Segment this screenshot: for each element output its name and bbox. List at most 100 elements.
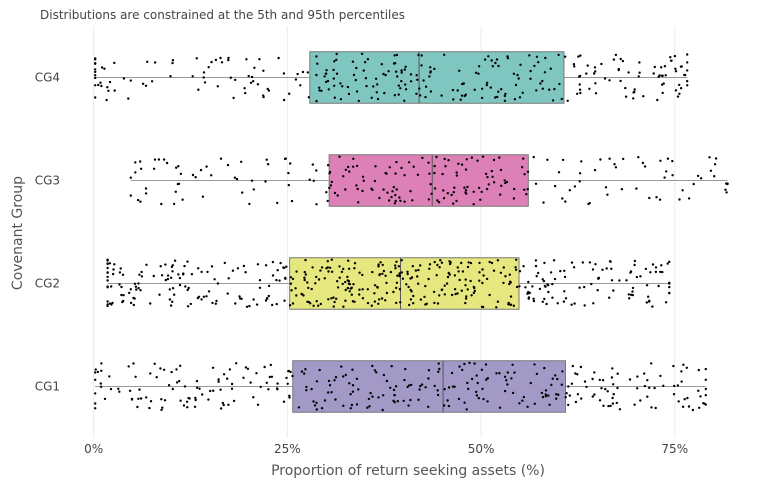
data-point (409, 73, 413, 76)
data-point (648, 386, 651, 389)
data-point (361, 175, 365, 178)
data-point (565, 392, 568, 395)
data-point (355, 164, 359, 168)
data-point (635, 275, 639, 279)
data-point (428, 267, 431, 270)
data-point (108, 80, 112, 84)
data-point (351, 60, 355, 63)
data-point (429, 66, 432, 69)
data-point (539, 82, 542, 85)
data-point (372, 85, 375, 88)
data-point (301, 70, 305, 74)
data-point (267, 294, 270, 298)
data-point (175, 368, 178, 371)
data-point (475, 394, 479, 397)
data-point (139, 397, 143, 400)
data-point (460, 163, 464, 166)
data-point (159, 367, 162, 370)
data-point (242, 376, 245, 379)
data-point (108, 262, 112, 265)
data-point (541, 300, 544, 303)
data-point (485, 378, 488, 381)
data-point (464, 278, 467, 281)
data-point (392, 388, 396, 392)
data-point (642, 95, 645, 98)
data-point (200, 298, 203, 301)
data-point (227, 56, 230, 60)
data-point (443, 293, 446, 296)
data-point (153, 158, 157, 161)
data-point (449, 261, 452, 264)
data-point (591, 268, 595, 271)
data-point (290, 289, 293, 292)
data-point (393, 94, 396, 97)
data-point (396, 75, 399, 78)
data-point (573, 302, 576, 305)
box-cg4 (309, 51, 565, 104)
data-point (282, 266, 285, 269)
data-point (327, 379, 331, 383)
data-point (255, 303, 259, 306)
data-point (437, 362, 440, 365)
data-point (106, 279, 109, 282)
data-point (632, 97, 635, 100)
data-point (704, 387, 707, 391)
data-point (633, 88, 636, 91)
data-point (318, 368, 321, 372)
data-point (480, 190, 483, 194)
data-point (614, 166, 618, 169)
data-point (660, 66, 663, 69)
data-point (452, 191, 455, 194)
data-point (136, 405, 139, 409)
data-point (485, 277, 489, 281)
data-point (484, 172, 488, 176)
data-point (315, 55, 318, 58)
data-point (419, 264, 422, 267)
data-point (215, 299, 218, 303)
data-point (330, 297, 333, 300)
data-point (389, 386, 392, 389)
data-point (399, 87, 402, 90)
data-point (560, 383, 563, 386)
data-point (502, 281, 505, 285)
data-point (171, 287, 175, 290)
data-point (629, 271, 632, 274)
data-point (429, 183, 432, 186)
data-point (678, 92, 681, 96)
data-point (227, 58, 230, 62)
data-point (446, 399, 449, 402)
data-point (325, 191, 328, 194)
data-point (255, 372, 258, 375)
data-point (463, 401, 466, 404)
data-point (315, 169, 318, 172)
data-point (489, 86, 492, 89)
data-point (658, 74, 661, 77)
data-point (365, 84, 368, 88)
data-point (535, 55, 539, 58)
data-point (564, 297, 568, 300)
data-point (476, 159, 479, 162)
data-point (677, 400, 680, 403)
data-point (502, 266, 505, 269)
data-point (232, 399, 236, 403)
data-point (497, 90, 500, 93)
data-point (495, 372, 498, 375)
data-point (347, 259, 350, 262)
data-point (544, 393, 547, 396)
data-point (351, 165, 355, 168)
data-point (453, 274, 457, 277)
data-point (583, 380, 587, 383)
data-point (127, 365, 130, 368)
data-point (612, 393, 615, 396)
data-point (395, 53, 399, 57)
data-point (333, 300, 336, 304)
data-point (381, 263, 384, 267)
data-point (487, 55, 490, 58)
data-point (287, 370, 290, 373)
data-point (290, 199, 294, 203)
data-point (500, 184, 503, 187)
data-point (127, 97, 130, 100)
data-point (328, 384, 332, 387)
data-point (358, 288, 361, 291)
data-point (336, 286, 340, 289)
